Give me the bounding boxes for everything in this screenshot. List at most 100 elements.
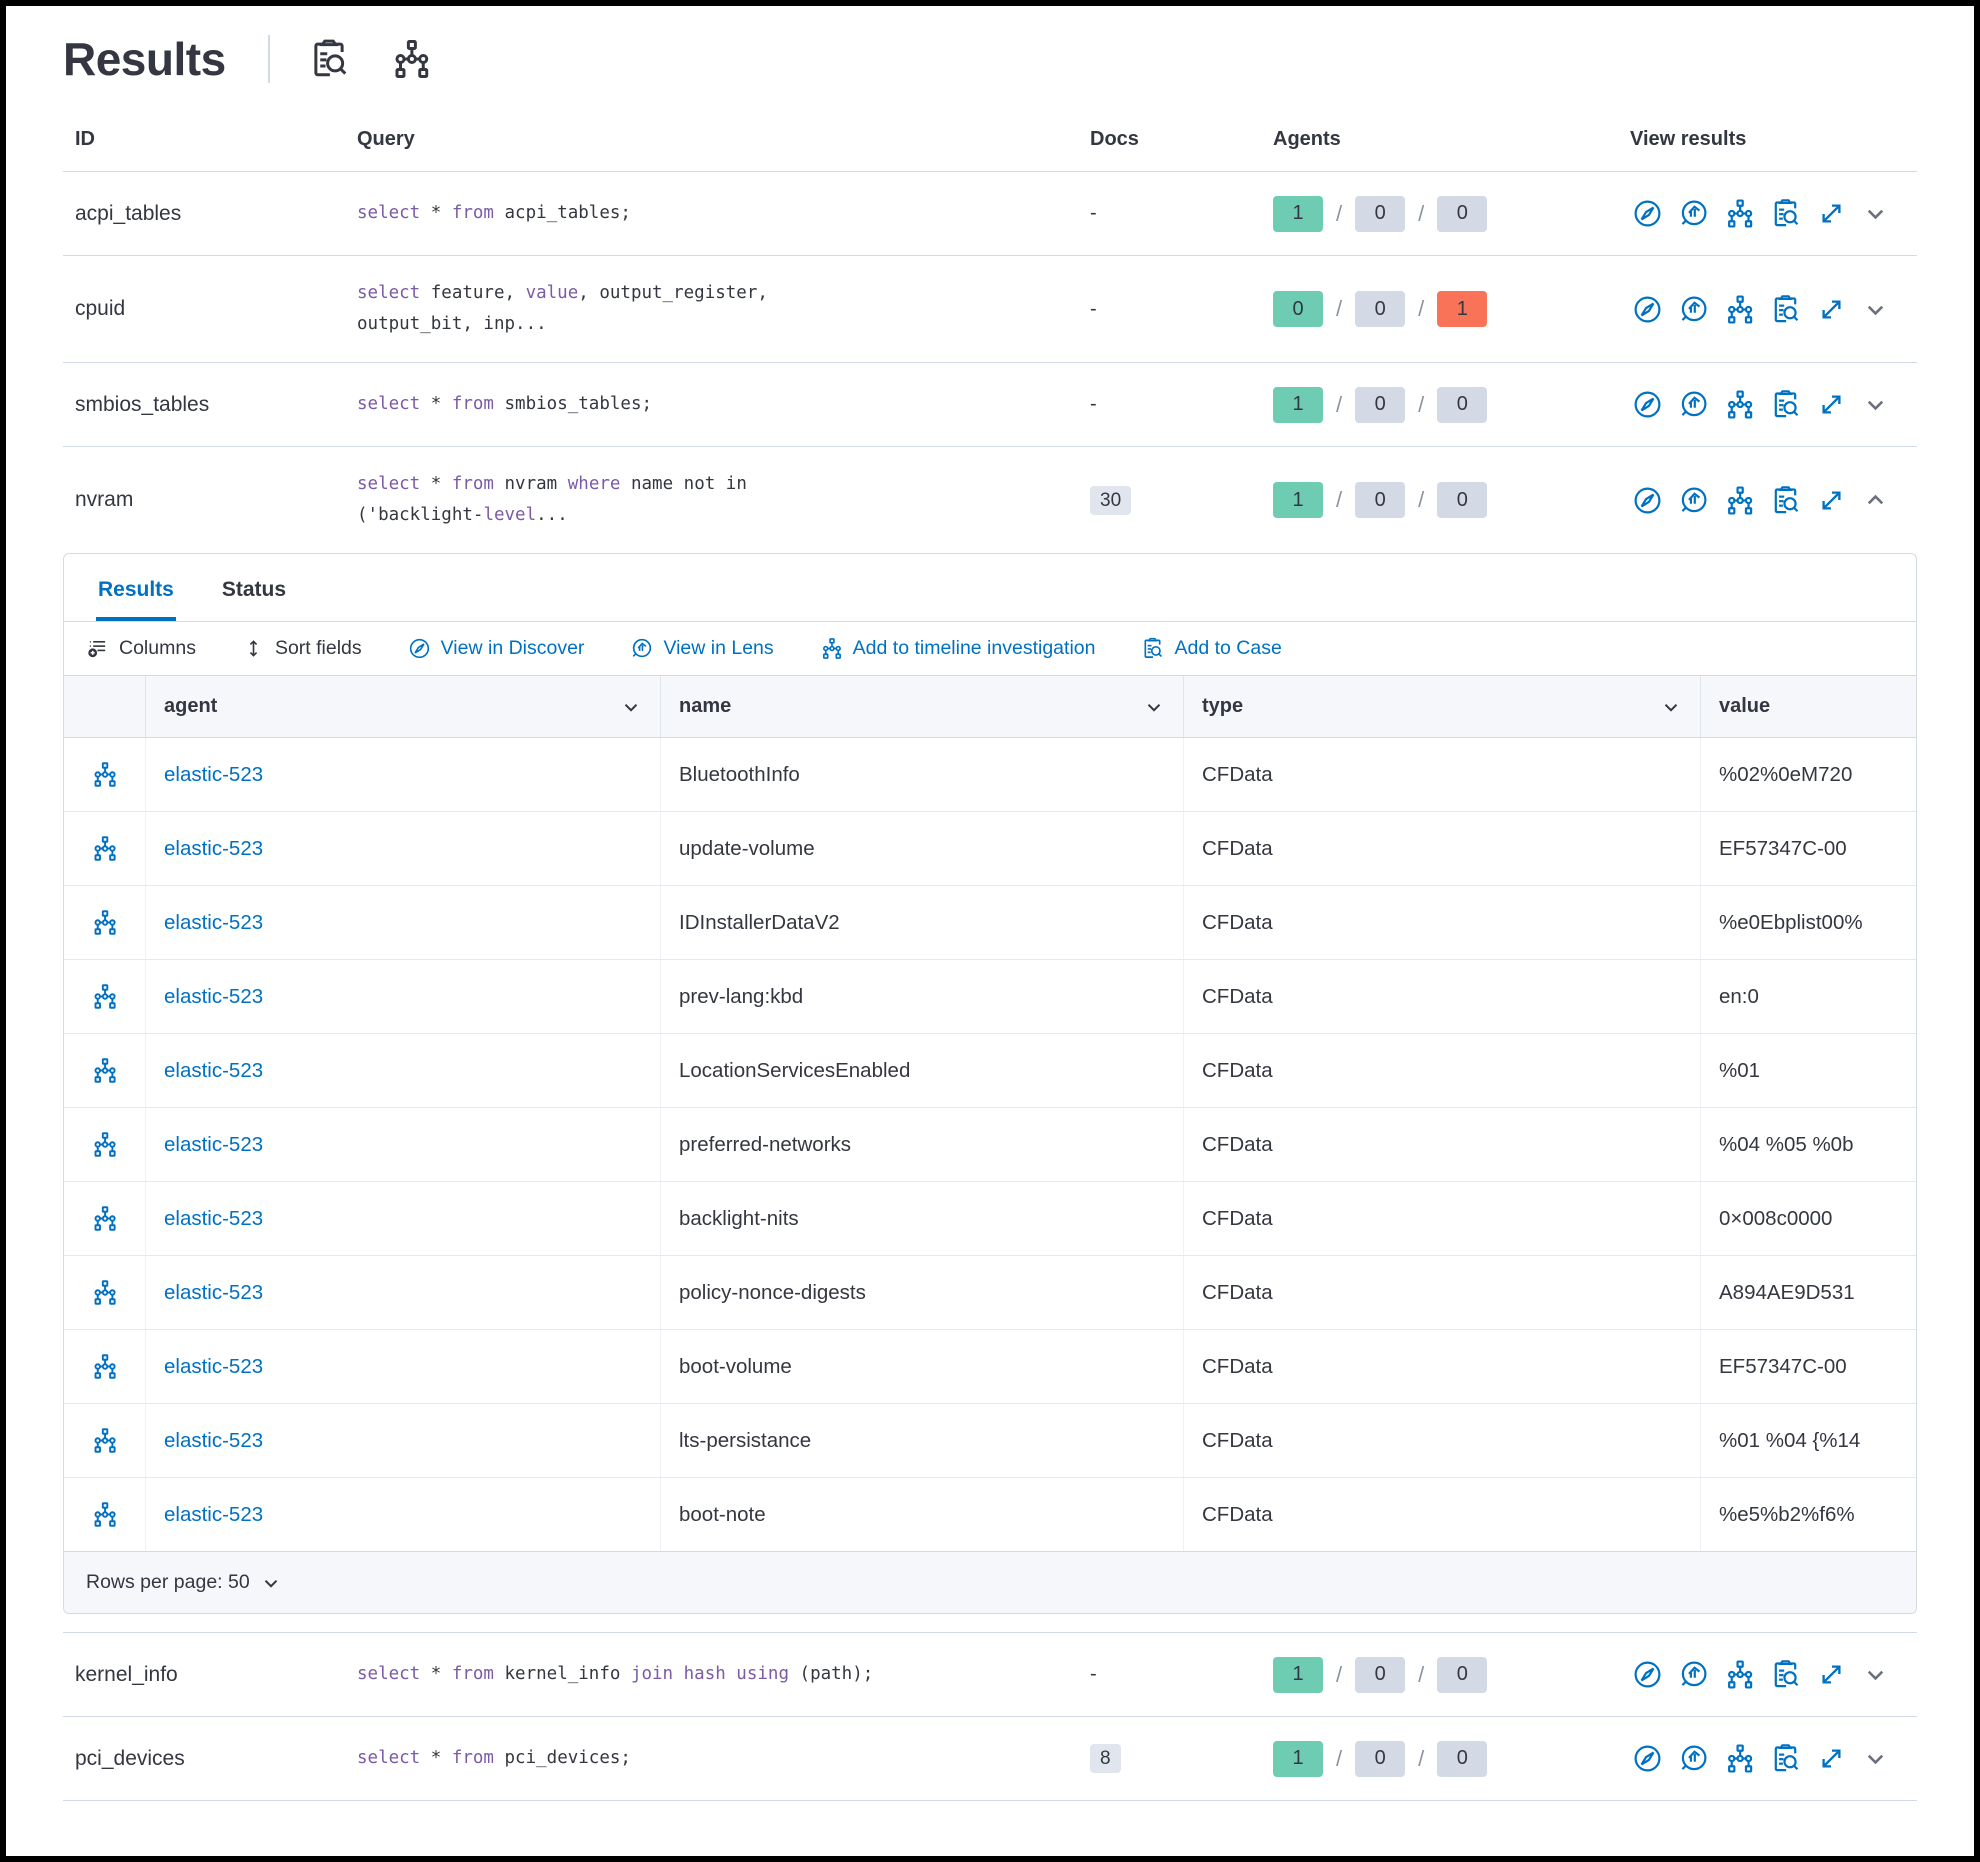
add-to-case-button[interactable] bbox=[1770, 1659, 1801, 1690]
compass-icon bbox=[1632, 1659, 1663, 1690]
agents-success-badge: 0 bbox=[1273, 291, 1323, 327]
sort-fields-button[interactable]: Sort fields bbox=[242, 637, 362, 660]
agent-link[interactable]: elastic-523 bbox=[164, 910, 264, 934]
add-to-case-button[interactable] bbox=[1770, 294, 1801, 325]
view-in-lens-button[interactable] bbox=[1678, 389, 1709, 420]
row-timeline-button[interactable] bbox=[91, 1279, 118, 1306]
row-timeline-button[interactable] bbox=[91, 1057, 118, 1084]
row-timeline-button[interactable] bbox=[91, 1501, 118, 1528]
add-to-case-button[interactable] bbox=[1770, 485, 1801, 516]
view-in-discover-button[interactable] bbox=[1632, 389, 1663, 420]
add-to-timeline-button[interactable] bbox=[1724, 389, 1755, 420]
agent-link[interactable]: elastic-523 bbox=[164, 984, 264, 1008]
result-name: LocationServicesEnabled bbox=[661, 1034, 1184, 1107]
view-in-discover-button[interactable] bbox=[1632, 485, 1663, 516]
timeline-icon bbox=[1724, 198, 1755, 229]
view-in-lens-link[interactable]: View in Lens bbox=[630, 637, 774, 660]
view-in-discover-button[interactable] bbox=[1632, 294, 1663, 325]
view-in-lens-button[interactable] bbox=[1678, 1743, 1709, 1774]
add-to-timeline-button[interactable] bbox=[1724, 198, 1755, 229]
agents-status: 1 / 0 / 0 bbox=[1225, 1740, 1590, 1777]
grid-column-name[interactable]: name bbox=[661, 676, 1184, 737]
row-timeline-button[interactable] bbox=[91, 835, 118, 862]
agent-link[interactable]: elastic-523 bbox=[164, 762, 264, 786]
view-in-lens-button[interactable] bbox=[1678, 198, 1709, 229]
open-results-button[interactable] bbox=[1816, 294, 1847, 325]
query-id: pci_devices bbox=[75, 1746, 185, 1770]
result-type: CFData bbox=[1184, 738, 1701, 811]
row-timeline-button[interactable] bbox=[91, 983, 118, 1010]
agent-link[interactable]: elastic-523 bbox=[164, 836, 264, 860]
row-timeline-button[interactable] bbox=[91, 909, 118, 936]
add-to-case-button[interactable] bbox=[1770, 198, 1801, 229]
add-to-case-link[interactable]: Add to Case bbox=[1141, 637, 1282, 660]
view-in-lens-button[interactable] bbox=[1678, 485, 1709, 516]
open-results-button[interactable] bbox=[1816, 198, 1847, 229]
row-timeline-button[interactable] bbox=[91, 761, 118, 788]
grid-column-agent[interactable]: agent bbox=[146, 676, 661, 737]
inspect-icon bbox=[308, 38, 350, 80]
column-header-query: Query bbox=[357, 128, 415, 150]
tab-status[interactable]: Status bbox=[220, 554, 288, 621]
expand-row-chevron[interactable] bbox=[1862, 296, 1889, 323]
agent-link[interactable]: elastic-523 bbox=[164, 1428, 264, 1452]
row-timeline-button[interactable] bbox=[91, 1353, 118, 1380]
row-timeline-button[interactable] bbox=[91, 1205, 118, 1232]
view-in-lens-button[interactable] bbox=[1678, 294, 1709, 325]
agent-link[interactable]: elastic-523 bbox=[164, 1502, 264, 1526]
rows-per-page-button[interactable]: Rows per page: 50 bbox=[86, 1552, 282, 1613]
expand-row-chevron[interactable] bbox=[1862, 1745, 1889, 1772]
open-results-button[interactable] bbox=[1816, 389, 1847, 420]
add-to-timeline-button[interactable] bbox=[1724, 1659, 1755, 1690]
agent-link[interactable]: elastic-523 bbox=[164, 1354, 264, 1378]
open-results-button[interactable] bbox=[1816, 1743, 1847, 1774]
grid-column-type[interactable]: type bbox=[1184, 676, 1701, 737]
agent-link[interactable]: elastic-523 bbox=[164, 1206, 264, 1230]
query-id: smbios_tables bbox=[75, 392, 210, 416]
docs-count-badge: 8 bbox=[1090, 1744, 1121, 1773]
popout-icon bbox=[1816, 1659, 1847, 1690]
agent-link[interactable]: elastic-523 bbox=[164, 1132, 264, 1156]
query-id: cpuid bbox=[75, 297, 126, 320]
agents-failed-badge: 0 bbox=[1437, 386, 1488, 423]
query-sql: select * from smbios_tables; bbox=[357, 394, 653, 414]
popout-icon bbox=[1816, 198, 1847, 229]
add-to-timeline-button[interactable] bbox=[1724, 485, 1755, 516]
view-in-discover-button[interactable] bbox=[1632, 198, 1663, 229]
timeline-button[interactable] bbox=[390, 38, 432, 80]
view-in-discover-button[interactable] bbox=[1632, 1743, 1663, 1774]
query-docs: 30 bbox=[1030, 485, 1225, 515]
expand-row-chevron[interactable] bbox=[1862, 1661, 1889, 1688]
view-in-discover-link[interactable]: View in Discover bbox=[408, 637, 584, 660]
result-value: %02%0eM720 bbox=[1719, 762, 1853, 786]
columns-button[interactable]: Columns bbox=[86, 637, 196, 660]
timeline-icon bbox=[1724, 1743, 1755, 1774]
result-value: %04 %05 %0b bbox=[1719, 1132, 1854, 1156]
chevron-down-icon bbox=[260, 1572, 282, 1594]
query-id: acpi_tables bbox=[75, 201, 182, 225]
add-to-case-button[interactable] bbox=[1770, 1743, 1801, 1774]
add-to-timeline-button[interactable] bbox=[1724, 294, 1755, 325]
row-timeline-button[interactable] bbox=[91, 1131, 118, 1158]
agent-link[interactable]: elastic-523 bbox=[164, 1280, 264, 1304]
result-type: CFData bbox=[1184, 886, 1701, 959]
timeline-icon bbox=[91, 1131, 118, 1158]
open-results-button[interactable] bbox=[1816, 485, 1847, 516]
add-to-case-button[interactable] bbox=[1770, 389, 1801, 420]
expand-row-chevron[interactable] bbox=[1862, 200, 1889, 227]
add-to-timeline-button[interactable] bbox=[1724, 1743, 1755, 1774]
expand-row-chevron[interactable] bbox=[1862, 391, 1889, 418]
view-in-lens-button[interactable] bbox=[1678, 1659, 1709, 1690]
row-timeline-button[interactable] bbox=[91, 1427, 118, 1454]
view-in-discover-button[interactable] bbox=[1632, 1659, 1663, 1690]
docs-count-badge: - bbox=[1090, 1663, 1097, 1685]
tab-results[interactable]: Results bbox=[96, 554, 176, 621]
query-sql: select feature, value, output_register, o… bbox=[357, 283, 768, 334]
expand-row-chevron[interactable] bbox=[1862, 487, 1889, 514]
grid-column-value[interactable]: value bbox=[1701, 676, 1916, 737]
agent-link[interactable]: elastic-523 bbox=[164, 1058, 264, 1082]
open-results-button[interactable] bbox=[1816, 1659, 1847, 1690]
inspect-button[interactable] bbox=[308, 38, 350, 80]
add-to-timeline-link[interactable]: Add to timeline investigation bbox=[820, 637, 1095, 660]
view-results-actions bbox=[1590, 485, 1917, 516]
